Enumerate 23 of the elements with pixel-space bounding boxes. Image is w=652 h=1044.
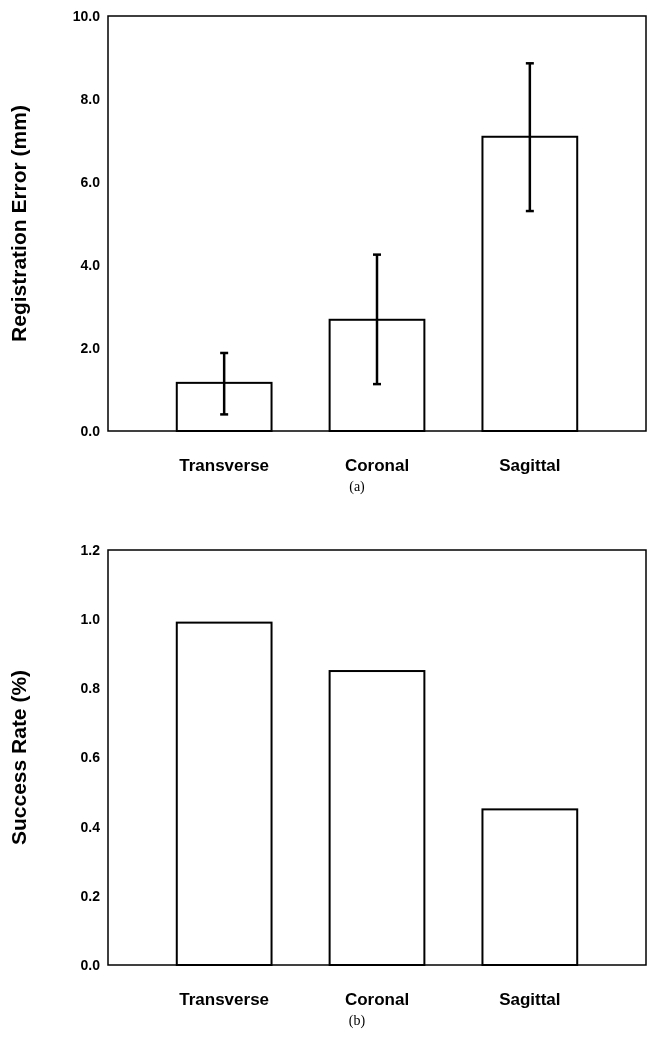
y-tick-label: 2.0	[80, 339, 101, 356]
y-tick-label: 0.6	[80, 749, 101, 766]
y-tick-label: 4.0	[80, 256, 101, 273]
y-tick-label: 0.2	[80, 887, 101, 904]
y-axis-title: Registration Error (mm)	[7, 105, 30, 342]
y-tick-label: 10.0	[72, 7, 101, 24]
y-tick-label: 8.0	[80, 90, 101, 107]
x-tick-label: Sagittal	[499, 990, 561, 1009]
y-tick-label: 1.0	[80, 611, 101, 628]
text: (a)	[349, 479, 366, 495]
x-tick-label: Transverse	[179, 990, 270, 1009]
y-tick-label: 0.8	[80, 680, 101, 697]
text: (b)	[348, 1013, 366, 1029]
y-tick-label: 6.0	[80, 173, 101, 190]
y-tick-label: 0.0	[80, 956, 101, 973]
x-tick-label: Sagittal	[499, 456, 561, 475]
y-tick-label: 0.0	[80, 422, 101, 439]
y-axis-title: Success Rate (%)	[7, 669, 30, 846]
x-tick-label: Coronal	[344, 456, 410, 475]
y-tick-label: 0.4	[80, 818, 101, 835]
x-tick-label: Coronal	[344, 990, 410, 1009]
y-tick-label: 1.2	[80, 541, 101, 558]
x-tick-label: Transverse	[179, 456, 270, 475]
